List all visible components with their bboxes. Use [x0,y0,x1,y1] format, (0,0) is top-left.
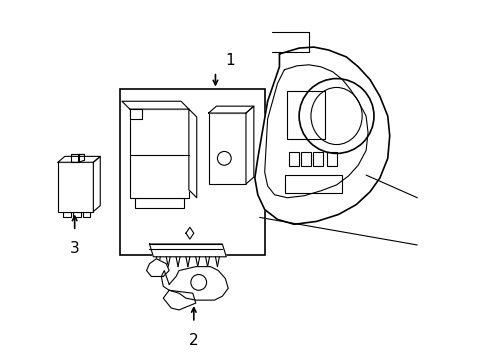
Text: 1: 1 [225,53,235,68]
Bar [129,109,188,198]
Bar [135,198,183,208]
Polygon shape [161,267,228,300]
Bar [312,152,322,166]
Bar [287,91,324,139]
Polygon shape [79,154,84,162]
Polygon shape [71,154,79,162]
Polygon shape [146,259,169,276]
Polygon shape [58,156,100,162]
Bar [326,152,336,166]
Polygon shape [208,106,253,113]
Polygon shape [93,156,100,212]
Bar [289,152,299,166]
Bar [120,89,264,255]
Polygon shape [129,109,142,119]
Polygon shape [122,101,188,109]
Bar [63,178,90,200]
Text: 2: 2 [188,333,198,348]
Polygon shape [163,290,195,310]
Bar [208,113,245,184]
Polygon shape [254,47,389,224]
Bar [73,212,81,217]
Polygon shape [188,109,196,198]
Bar [285,175,342,193]
Polygon shape [245,106,253,184]
Bar [63,212,71,217]
Bar [215,129,233,147]
Polygon shape [149,244,226,257]
Bar [301,152,310,166]
Text: 3: 3 [70,241,80,256]
Bar [82,212,90,217]
Bar [58,162,93,212]
